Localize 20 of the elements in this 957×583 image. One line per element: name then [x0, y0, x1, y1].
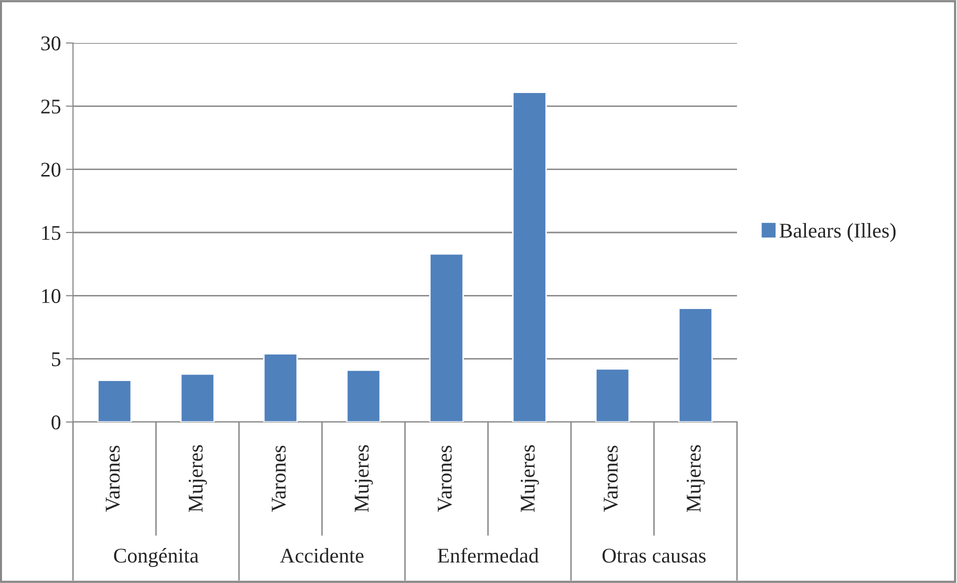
y-tick-label: 0 — [52, 415, 60, 430]
legend-label: Balears (Illes) — [780, 223, 896, 242]
x-tick-label: Varones — [604, 446, 618, 512]
y-tick-label: 25 — [41, 100, 60, 114]
text: Enfermedad — [438, 548, 539, 563]
y-tick-label: 20 — [41, 162, 60, 177]
y-tick-label: 15 — [42, 226, 60, 240]
text: Otras causas — [602, 548, 706, 563]
x-tick-label: Mujeres — [520, 445, 539, 512]
x-tick-label: Mujeres — [354, 445, 373, 512]
x-tick-label: Varones — [106, 446, 120, 512]
x-tick-label: Mujeres — [686, 445, 705, 512]
y-tick-label: 5 — [52, 352, 60, 366]
x-tick-label: Mujeres — [188, 445, 207, 512]
x-tick-label: Varones — [438, 446, 452, 512]
x-tick-label: Varones — [272, 446, 286, 512]
text: Accidente — [280, 548, 364, 563]
text: Congénita — [114, 548, 199, 567]
y-tick-label: 30 — [41, 36, 60, 50]
y-tick-label: 10 — [42, 289, 60, 304]
